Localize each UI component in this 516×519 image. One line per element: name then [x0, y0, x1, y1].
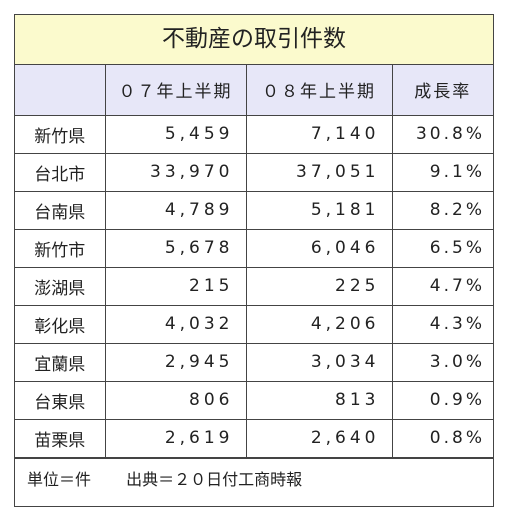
growth-cell: 3.0%	[391, 342, 493, 382]
value-2008-cell: 4,206	[245, 304, 393, 344]
table-row: 台北市 33,970 37,051 9.1%	[15, 152, 493, 192]
growth-cell: 0.8%	[391, 418, 493, 458]
table-row: 新竹県 5,459 7,140 30.8%	[15, 115, 493, 154]
region-cell: 新竹県	[15, 115, 106, 154]
region-cell: 苗栗県	[15, 418, 106, 458]
value-2007-cell: 4,032	[104, 304, 247, 344]
value-2007-cell: 4,789	[104, 190, 247, 230]
growth-cell: 9.1%	[391, 152, 493, 192]
table-title: 不動産の取引件数	[15, 15, 493, 65]
transaction-table: 不動産の取引件数 ０７年上半期 ０８年上半期 成長率 新竹県 5,459 7,140…	[14, 14, 494, 507]
table-row: 彰化県 4,032 4,206 4.3%	[15, 304, 493, 344]
value-2008-cell: 3,034	[245, 342, 393, 382]
value-2008-cell: 2,640	[245, 418, 393, 458]
source-note: 出典＝２０日付工商時報	[126, 469, 303, 489]
data-table: ０７年上半期 ０８年上半期 成長率 新竹県 5,459 7,140 30.8% 台北市 3…	[15, 65, 493, 458]
table-row: 新竹市 5,678 6,046 6.5%	[15, 228, 493, 268]
table-row: 苗栗県 2,619 2,640 0.8%	[15, 418, 493, 458]
unit-note: 単位＝件	[27, 469, 92, 489]
value-2007-cell: 2,945	[104, 342, 247, 382]
region-cell: 澎湖県	[15, 266, 106, 306]
header-row: ０７年上半期 ０８年上半期 成長率	[15, 65, 493, 116]
value-2008-cell: 6,046	[245, 228, 393, 268]
growth-cell: 8.2%	[391, 190, 493, 230]
table-row: 澎湖県 215 225 4.7%	[15, 266, 493, 306]
value-2007-cell: 806	[104, 380, 247, 420]
value-2008-cell: 7,140	[245, 115, 393, 154]
value-2008-cell: 37,051	[245, 152, 393, 192]
header-2008-h1: ０８年上半期	[245, 65, 393, 116]
region-cell: 新竹市	[15, 228, 106, 268]
value-2007-cell: 2,619	[104, 418, 247, 458]
table-row: 宜蘭県 2,945 3,034 3.0%	[15, 342, 493, 382]
value-2007-cell: 215	[104, 266, 247, 306]
region-cell: 台南県	[15, 190, 106, 230]
region-cell: 宜蘭県	[15, 342, 106, 382]
region-cell: 台北市	[15, 152, 106, 192]
region-cell: 台東県	[15, 380, 106, 420]
value-2007-cell: 33,970	[104, 152, 247, 192]
growth-cell: 4.7%	[391, 266, 493, 306]
value-2008-cell: 813	[245, 380, 393, 420]
table-footer: 単位＝件 出典＝２０日付工商時報	[15, 457, 493, 502]
header-growth: 成長率	[391, 65, 493, 116]
value-2008-cell: 225	[245, 266, 393, 306]
growth-cell: 4.3%	[391, 304, 493, 344]
growth-cell: 6.5%	[391, 228, 493, 268]
header-corner	[15, 65, 106, 116]
region-cell: 彰化県	[15, 304, 106, 344]
value-2008-cell: 5,181	[245, 190, 393, 230]
growth-cell: 30.8%	[391, 115, 493, 154]
header-2007-h1: ０７年上半期	[104, 65, 247, 116]
value-2007-cell: 5,678	[104, 228, 247, 268]
growth-cell: 0.9%	[391, 380, 493, 420]
value-2007-cell: 5,459	[104, 115, 247, 154]
table-row: 台東県 806 813 0.9%	[15, 380, 493, 420]
table-row: 台南県 4,789 5,181 8.2%	[15, 190, 493, 230]
